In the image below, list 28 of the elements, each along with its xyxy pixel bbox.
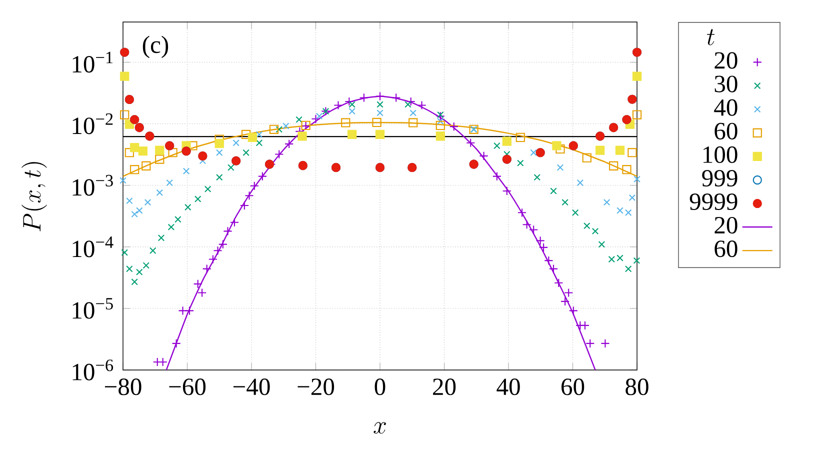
y-tick-label: 10$^{−4}$: [72, 236, 114, 258]
legend-label: 999: [702, 170, 738, 187]
x-tick-label: 60: [562, 378, 584, 396]
y-axis-title: $P(x,t)$: [22, 162, 47, 232]
annotation: (c): [142, 36, 168, 58]
x-tick-label: −20: [298, 378, 334, 396]
y-tick-label: 10$^{−3}$: [72, 174, 113, 196]
legend-label: 60: [714, 122, 738, 140]
legend-label: 100: [703, 146, 738, 164]
x-tick-label: 40: [496, 378, 520, 396]
legend-label: 20: [714, 52, 738, 69]
y-tick-label: 10$^{−6}$: [72, 360, 114, 380]
x-axis-title: $x$: [374, 422, 386, 434]
x-tick-label: 80: [626, 378, 648, 396]
legend-title: $t$: [706, 29, 715, 46]
y-tick-label: 10$^{−5}$: [72, 298, 113, 319]
legend-label: 30: [714, 76, 738, 92]
x-tick-label: −40: [233, 378, 270, 396]
x-tick-label: 20: [433, 378, 456, 396]
legend-label: 60: [714, 240, 738, 258]
x-tick-label: −60: [169, 378, 206, 396]
y-tick-label: 10$^{−1}$: [72, 52, 113, 73]
x-tick-label: −80: [104, 378, 142, 396]
legend-label: 40: [714, 99, 738, 116]
legend-label: 20: [714, 216, 738, 234]
legend-label: 9999: [690, 193, 738, 210]
y-tick-label: 10$^{−2}$: [72, 113, 113, 134]
x-tick-label: 0: [374, 378, 386, 396]
